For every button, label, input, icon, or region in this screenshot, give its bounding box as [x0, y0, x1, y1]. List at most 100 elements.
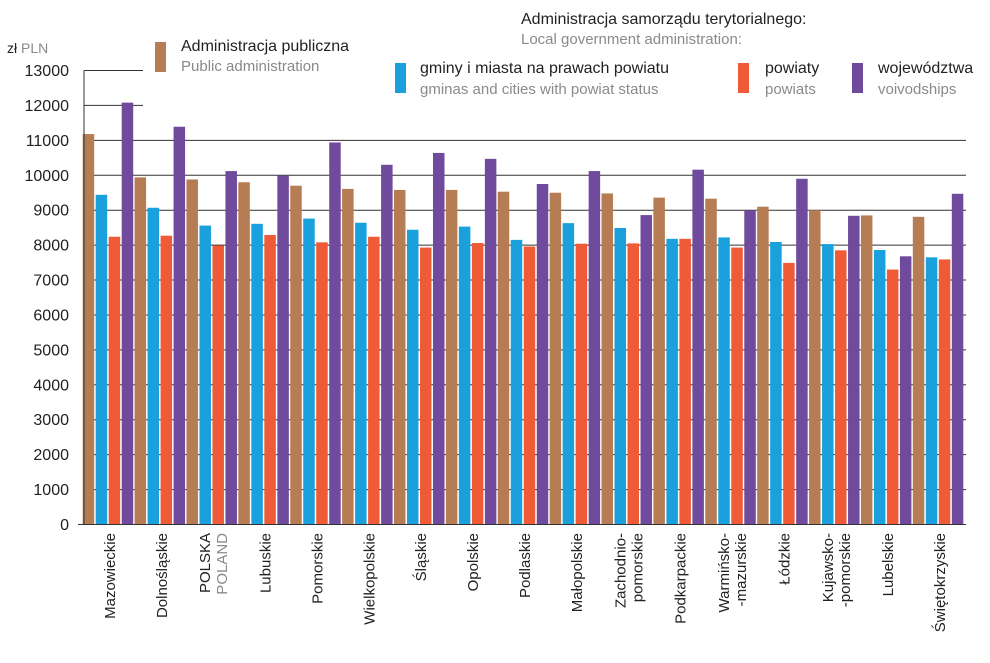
- bar: [251, 223, 263, 525]
- bars: [82, 102, 964, 525]
- bar: [822, 244, 834, 525]
- y-tick-label: 4000: [33, 377, 69, 394]
- bar: [705, 198, 717, 525]
- bar: [809, 210, 821, 525]
- legend-swatch: [395, 63, 406, 93]
- legend-group-title-en: Local government administration:: [521, 31, 742, 48]
- y-tick-label: 12000: [25, 98, 70, 115]
- bar: [290, 185, 302, 525]
- legend-label: gminy i miasta na prawach powiatu: [420, 60, 669, 77]
- tick-labels: 0 1000 2000 3000 4000 5000 6000 7000 8000 9000 100…: [7, 40, 949, 632]
- bar: [899, 256, 912, 525]
- x-tick-label: POLSKA: [197, 533, 214, 593]
- bar: [432, 152, 445, 525]
- x-tick-label: Podkarpackie: [673, 533, 690, 624]
- y-tick-label: 11000: [26, 133, 69, 150]
- x-tick-label: Podlaskie: [517, 533, 534, 598]
- legend-label: powiaty: [765, 60, 819, 77]
- y-tick-label: 1000: [33, 482, 69, 499]
- bar: [783, 262, 795, 525]
- bar: [264, 234, 276, 525]
- x-tick-label: -mazurskie: [733, 533, 750, 606]
- legend-label-en: powiats: [765, 81, 816, 98]
- bar: [718, 237, 730, 525]
- bar: [419, 247, 432, 525]
- bar: [238, 182, 250, 525]
- bar: [316, 242, 328, 525]
- y-tick-label: 3000: [33, 412, 69, 429]
- x-tick-label: Pomorskie: [309, 533, 326, 604]
- x-tick-label: Mazowieckie: [102, 533, 119, 619]
- bar: [225, 171, 237, 525]
- bar: [886, 269, 899, 525]
- x-tick-label: pomorskie: [629, 533, 646, 602]
- bar: [121, 102, 134, 525]
- bar: [329, 142, 341, 525]
- bar: [368, 236, 380, 525]
- bar: [835, 250, 847, 525]
- bar: [173, 126, 186, 525]
- bar: [147, 207, 160, 525]
- bar: [562, 223, 575, 525]
- axes: [78, 70, 966, 525]
- bar: [588, 171, 601, 525]
- bar: [757, 206, 769, 525]
- bar: [744, 210, 756, 525]
- bar: [731, 247, 743, 525]
- x-tick-label: Dolnośląskie: [154, 533, 171, 618]
- bar: [355, 222, 367, 525]
- x-tick-label: POLAND: [214, 533, 231, 595]
- bar: [212, 245, 224, 525]
- y-tick-label: 0: [60, 517, 69, 534]
- x-tick-label: -pomorskie: [837, 533, 854, 607]
- x-tick-label: Lubuskie: [258, 533, 275, 593]
- x-tick-label: Zachodnio-: [612, 533, 629, 608]
- bar: [523, 246, 536, 525]
- bar: [549, 192, 562, 525]
- bar: [108, 236, 121, 525]
- bar: [510, 239, 523, 525]
- bar: [303, 218, 315, 525]
- bar: [666, 238, 678, 525]
- bar: [770, 241, 782, 525]
- bar: [627, 243, 640, 525]
- legend-label: województwa: [877, 60, 973, 77]
- legend-label: Administracja publiczna: [181, 38, 349, 55]
- bar: [692, 169, 704, 525]
- bar: [484, 158, 497, 525]
- y-tick-label: 2000: [33, 447, 69, 464]
- legend-swatch: [738, 63, 749, 93]
- bar: [601, 193, 614, 525]
- bar: [445, 189, 458, 525]
- legend-swatch: [155, 42, 166, 72]
- y-unit-label: zł PLN: [7, 40, 48, 56]
- legend-label-en: Public administration: [181, 58, 319, 75]
- bar: [160, 235, 173, 525]
- legend-swatch: [852, 63, 863, 93]
- y-tick-label: 13000: [25, 63, 70, 80]
- bar: [458, 226, 471, 525]
- bar: [860, 215, 873, 525]
- bar: [614, 228, 627, 525]
- x-tick-label: Świętokrzyskie: [931, 533, 949, 632]
- y-tick-label: 6000: [33, 307, 69, 324]
- bar: [912, 216, 925, 525]
- bar: [342, 188, 354, 525]
- bar: [393, 189, 406, 525]
- bar: [796, 178, 808, 525]
- bar: [471, 243, 484, 525]
- bar: [951, 193, 964, 525]
- y-tick-label: 9000: [33, 203, 69, 220]
- legend-label-en: voivodships: [878, 81, 956, 98]
- bar: [277, 175, 289, 525]
- bar: [199, 225, 211, 525]
- legend: Administracja publiczna Public administra…: [155, 11, 973, 98]
- y-tick-label: 10000: [25, 168, 70, 185]
- bar: [536, 184, 549, 525]
- bar: [938, 259, 951, 525]
- x-tick-label: Opolskie: [465, 533, 482, 591]
- bar: [381, 164, 393, 525]
- bar: [134, 177, 147, 525]
